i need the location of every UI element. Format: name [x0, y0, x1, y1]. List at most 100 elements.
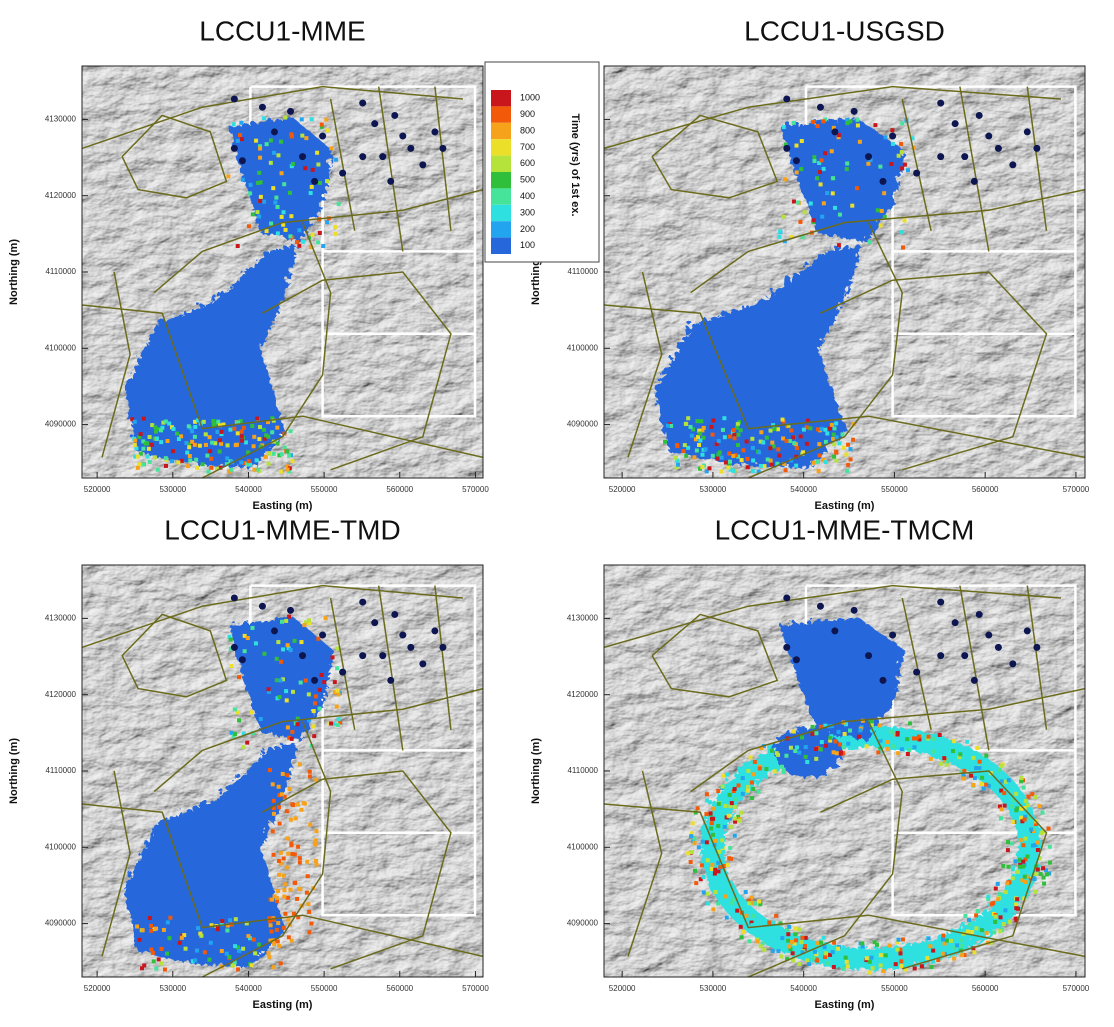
plume-cell — [744, 890, 748, 894]
plume-cell — [998, 768, 1002, 772]
plume-cell — [1000, 807, 1004, 811]
plume-cell — [824, 460, 828, 464]
panel-title: LCCU1-MME-TMCM — [715, 514, 975, 545]
well — [985, 133, 992, 140]
x-tick-label: 520000 — [84, 485, 111, 494]
plume-cell — [720, 845, 724, 849]
plume-cell — [866, 162, 870, 166]
plume-cell — [751, 469, 755, 473]
plume-cell — [809, 201, 813, 205]
plume-cell — [154, 927, 158, 931]
plume-cell — [275, 657, 279, 661]
plume-cell — [218, 438, 222, 442]
plume-cell — [276, 889, 280, 893]
x-tick-label: 540000 — [790, 485, 817, 494]
plume-cell — [733, 797, 737, 801]
colorbar-label: 300 — [520, 207, 535, 217]
plume-cell — [1034, 890, 1038, 894]
plume-cell — [709, 425, 713, 429]
plume-cell — [825, 191, 829, 195]
plume-cell — [929, 965, 933, 969]
plume-cell — [241, 178, 245, 182]
plume-cell — [311, 168, 315, 172]
plume-cell — [305, 891, 309, 895]
plume-cell — [247, 224, 251, 228]
plume-cell — [135, 924, 139, 928]
well — [976, 112, 983, 119]
plume-cell — [1029, 828, 1033, 832]
y-tick-label: 4120000 — [45, 690, 77, 699]
plume-cell — [976, 909, 980, 913]
plume-cell — [710, 821, 714, 825]
plume-cell — [274, 196, 278, 200]
plume-cell — [757, 899, 761, 903]
plume-cell — [190, 429, 194, 433]
plume-cell — [1026, 795, 1030, 799]
plume-cell — [1011, 867, 1015, 871]
plume-cell — [1024, 799, 1028, 803]
plume-cell — [326, 128, 330, 132]
plume-cell — [782, 125, 786, 129]
plume-cell — [302, 801, 306, 805]
map-panel — [82, 66, 483, 478]
plume-cell — [998, 929, 1002, 933]
plume-cell — [248, 191, 252, 195]
plume-cell — [320, 673, 324, 677]
plume-cell — [845, 960, 849, 964]
plume-cell — [750, 437, 754, 441]
plume-cell — [152, 959, 156, 963]
plume-cell — [257, 215, 261, 219]
plume-cell — [277, 859, 281, 863]
plume-cell — [141, 447, 145, 451]
plume-cell — [751, 458, 755, 462]
well — [399, 632, 406, 639]
plume-cell — [220, 949, 224, 953]
plume-cell — [848, 119, 852, 123]
plume-cell — [787, 944, 791, 948]
plume-cell — [838, 742, 842, 746]
plume-cell — [927, 735, 931, 739]
plume-cell — [147, 447, 151, 451]
plume-cell — [719, 470, 723, 474]
well — [239, 656, 246, 663]
plume-cell — [698, 432, 702, 436]
plume-cell — [811, 725, 815, 729]
plume-cell — [289, 429, 293, 433]
plume-cell — [781, 418, 785, 422]
plume-cell — [899, 959, 903, 963]
plume-cell — [794, 926, 798, 930]
plume-cell — [699, 419, 703, 423]
well — [865, 153, 872, 160]
plume-cell — [694, 881, 698, 885]
plume-cell — [288, 234, 292, 238]
plume-cell — [733, 817, 737, 821]
plume-cell — [689, 860, 693, 864]
plume-cell — [666, 424, 670, 428]
plume-cell — [888, 943, 892, 947]
plume-cell — [720, 838, 724, 842]
plume-cell — [969, 774, 973, 778]
plume-cell — [880, 209, 884, 213]
plume-cell — [142, 963, 146, 967]
plume-cell — [295, 722, 299, 726]
plume-cell — [822, 167, 826, 171]
plume-cell — [751, 914, 755, 918]
plume-cell — [941, 934, 945, 938]
plume-cell — [168, 916, 172, 920]
plume-cell — [313, 841, 317, 845]
plume-cell — [159, 961, 163, 965]
plume-cell — [1036, 848, 1040, 852]
well — [387, 178, 394, 185]
plume-cell — [295, 897, 299, 901]
plume-cell — [857, 735, 861, 739]
plume-cell — [335, 666, 339, 670]
colorbar-label: 500 — [520, 175, 535, 185]
plume-cell — [844, 453, 848, 457]
plume-cell — [973, 776, 977, 780]
plume-cell — [913, 966, 917, 970]
plume-cell — [185, 451, 189, 455]
plume-cell — [747, 901, 751, 905]
plume-cell — [884, 953, 888, 957]
plume-cell — [281, 647, 285, 651]
plume-cell — [696, 435, 700, 439]
